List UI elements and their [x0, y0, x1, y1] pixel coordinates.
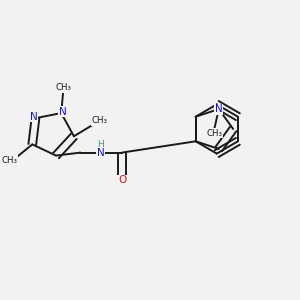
- Text: CH₃: CH₃: [92, 116, 108, 125]
- Text: N: N: [215, 104, 223, 114]
- Text: N: N: [59, 106, 67, 117]
- Text: N: N: [97, 148, 104, 158]
- Text: CH₃: CH₃: [2, 156, 17, 165]
- Text: CH₃: CH₃: [55, 83, 71, 92]
- Text: O: O: [118, 175, 126, 185]
- Text: CH₃: CH₃: [206, 129, 222, 138]
- Text: H: H: [97, 140, 104, 149]
- Text: N: N: [30, 112, 38, 122]
